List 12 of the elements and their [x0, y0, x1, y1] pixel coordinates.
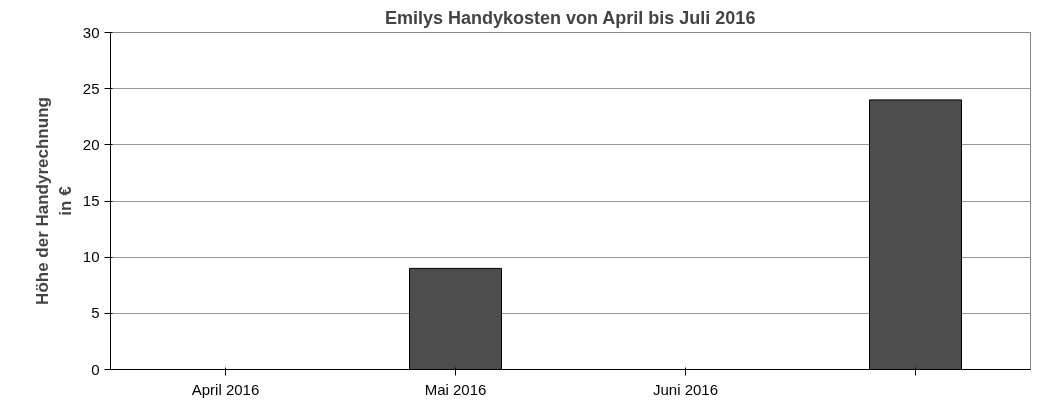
x-tick-label: April 2016	[191, 380, 260, 398]
y-tick-label: 10	[82, 248, 100, 266]
x-tick-label: Mai 2016	[424, 380, 487, 398]
y-tick-label: 30	[82, 23, 100, 41]
y-tick-label: 0	[91, 360, 100, 378]
x-tick-label: Juni 2016	[652, 380, 719, 398]
y-axis-title: Höhe der Handyrechnung in €	[33, 97, 75, 305]
y-tick-label: 25	[82, 79, 100, 97]
y-tick-label: 15	[82, 192, 100, 209]
chart-title: Emilys Handykosten von April bis Juli 2016	[384, 7, 756, 28]
y-tick-label: 5	[91, 304, 100, 322]
y-tick-label: 20	[82, 135, 100, 153]
